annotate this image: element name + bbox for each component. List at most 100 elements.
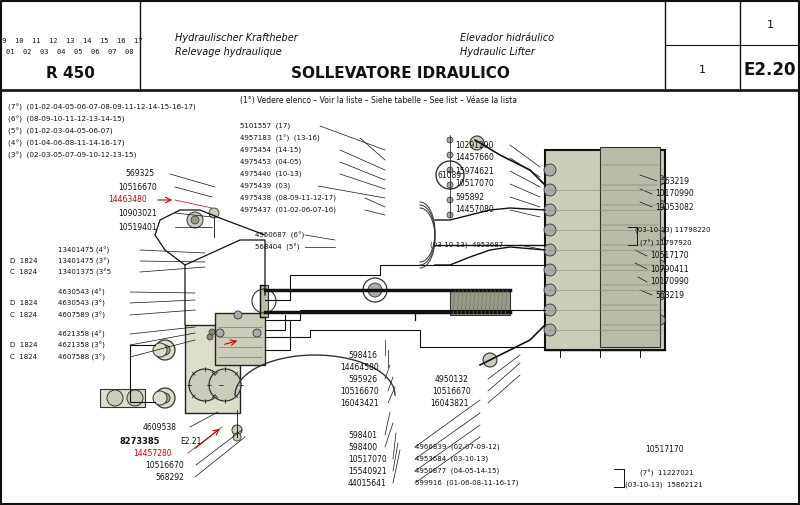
Circle shape <box>233 433 241 441</box>
Text: 10517070: 10517070 <box>455 179 494 188</box>
Text: C  1824: C 1824 <box>10 312 37 318</box>
Text: (03-10-13)  4953687: (03-10-13) 4953687 <box>430 242 503 248</box>
Text: (03-10-13) 11798220: (03-10-13) 11798220 <box>635 227 710 233</box>
Text: 5101557  (17): 5101557 (17) <box>240 123 290 129</box>
Circle shape <box>234 311 242 319</box>
Text: 15540921: 15540921 <box>348 467 386 476</box>
Text: 13401375 (3°5: 13401375 (3°5 <box>58 268 111 276</box>
Text: 44015641: 44015641 <box>348 479 386 487</box>
Circle shape <box>655 260 665 270</box>
Text: 4621358 (3°): 4621358 (3°) <box>58 341 105 348</box>
Circle shape <box>655 290 665 300</box>
Circle shape <box>160 345 170 355</box>
Text: 1: 1 <box>698 65 706 75</box>
Circle shape <box>544 224 556 236</box>
Text: (7°) 11797920: (7°) 11797920 <box>640 239 692 246</box>
Text: (4°)  (01-04-06-08-11-14-16-17): (4°) (01-04-06-08-11-14-16-17) <box>8 139 125 146</box>
Circle shape <box>232 425 242 435</box>
Text: 598416: 598416 <box>348 350 377 360</box>
Text: 4950877  (04-05-14-15): 4950877 (04-05-14-15) <box>415 468 499 474</box>
Text: 14457660: 14457660 <box>455 154 494 163</box>
Bar <box>260 285 268 317</box>
Text: 10516670: 10516670 <box>118 182 157 191</box>
Circle shape <box>483 353 497 367</box>
Text: 4630543 (4°): 4630543 (4°) <box>58 288 105 295</box>
Circle shape <box>191 216 199 224</box>
Text: 4975453  (04-05): 4975453 (04-05) <box>240 159 302 165</box>
Bar <box>545 150 665 350</box>
Text: 4607589 (3°): 4607589 (3°) <box>58 312 105 319</box>
Text: D  1824: D 1824 <box>10 300 38 306</box>
Bar <box>185 325 240 413</box>
Text: 4975439  (03): 4975439 (03) <box>240 183 290 189</box>
Circle shape <box>544 244 556 256</box>
Text: 4975454  (14-15): 4975454 (14-15) <box>240 147 301 153</box>
Bar <box>100 389 145 407</box>
Text: 4607588 (3°): 4607588 (3°) <box>58 354 105 361</box>
Circle shape <box>155 388 175 408</box>
Text: 8273385: 8273385 <box>120 436 161 445</box>
Text: 14463480: 14463480 <box>108 195 146 205</box>
Circle shape <box>127 390 143 406</box>
Circle shape <box>209 208 219 218</box>
Text: 563219: 563219 <box>660 177 689 185</box>
Text: 563219: 563219 <box>655 290 684 299</box>
Circle shape <box>207 334 213 340</box>
Text: 16043421: 16043421 <box>340 398 378 408</box>
Text: Relevage hydraulique: Relevage hydraulique <box>175 47 282 57</box>
Circle shape <box>544 304 556 316</box>
Circle shape <box>447 197 453 203</box>
Text: (7°)  (01-02-04-05-06-07-08-09-11-12-14-15-16-17): (7°) (01-02-04-05-06-07-08-09-11-12-14-1… <box>8 104 196 111</box>
Text: 10516670: 10516670 <box>145 461 184 470</box>
Text: (7°)  11227021: (7°) 11227021 <box>640 469 694 477</box>
Text: 595926: 595926 <box>348 375 377 383</box>
Circle shape <box>544 324 556 336</box>
Text: E2.20: E2.20 <box>744 61 796 79</box>
Text: 10517170: 10517170 <box>650 251 689 261</box>
Circle shape <box>155 340 175 360</box>
Text: 568292: 568292 <box>155 473 184 481</box>
Text: 09  10  11  12  13  14  15  16  17: 09 10 11 12 13 14 15 16 17 <box>0 38 142 44</box>
Circle shape <box>447 152 453 158</box>
Circle shape <box>655 175 665 185</box>
Text: 16043821: 16043821 <box>430 398 469 408</box>
Text: 10291290: 10291290 <box>455 140 494 149</box>
Text: (03-10-13)  15862121: (03-10-13) 15862121 <box>625 482 702 488</box>
Circle shape <box>187 212 203 228</box>
Circle shape <box>107 390 123 406</box>
Text: D  1824: D 1824 <box>10 342 38 348</box>
Circle shape <box>655 315 665 325</box>
Text: 4950687  (6°): 4950687 (6°) <box>255 231 304 238</box>
Circle shape <box>368 283 382 297</box>
Circle shape <box>544 164 556 176</box>
Circle shape <box>447 182 453 188</box>
Bar <box>600 147 660 347</box>
Text: 10903021: 10903021 <box>118 209 157 218</box>
Text: 10516670: 10516670 <box>340 386 378 395</box>
Bar <box>215 313 265 365</box>
Text: 1: 1 <box>766 20 774 30</box>
Text: (1°) Vedere elenco – Voir la liste – Siehe tabelle – See list – Véase la lista: (1°) Vedere elenco – Voir la liste – Sie… <box>240 95 517 105</box>
Text: 10519401: 10519401 <box>118 223 157 231</box>
Text: (3°)  (02-03-05-07-09-10-12-13-15): (3°) (02-03-05-07-09-10-12-13-15) <box>8 152 136 159</box>
Circle shape <box>216 329 224 337</box>
Bar <box>450 290 510 315</box>
Text: 4950132: 4950132 <box>435 375 469 383</box>
Text: C  1824: C 1824 <box>10 354 37 360</box>
Text: 4975437  (01-02-06-07-16): 4975437 (01-02-06-07-16) <box>240 207 336 213</box>
Text: 4609538: 4609538 <box>143 423 177 431</box>
Text: Hydraulischer Kraftheber: Hydraulischer Kraftheber <box>175 33 298 43</box>
Circle shape <box>153 391 167 405</box>
Text: 19053082: 19053082 <box>655 203 694 212</box>
Circle shape <box>209 329 215 335</box>
Circle shape <box>544 264 556 276</box>
Text: 14464580: 14464580 <box>340 363 378 372</box>
Text: (5°)  (01-02-03-04-05-06-07): (5°) (01-02-03-04-05-06-07) <box>8 127 113 135</box>
Text: 599916  (01-06-08-11-16-17): 599916 (01-06-08-11-16-17) <box>415 480 518 486</box>
Circle shape <box>655 230 665 240</box>
Text: 569325: 569325 <box>125 170 154 178</box>
Circle shape <box>655 200 665 210</box>
Circle shape <box>160 393 170 403</box>
Text: 10170990: 10170990 <box>655 189 694 198</box>
Circle shape <box>153 343 167 357</box>
